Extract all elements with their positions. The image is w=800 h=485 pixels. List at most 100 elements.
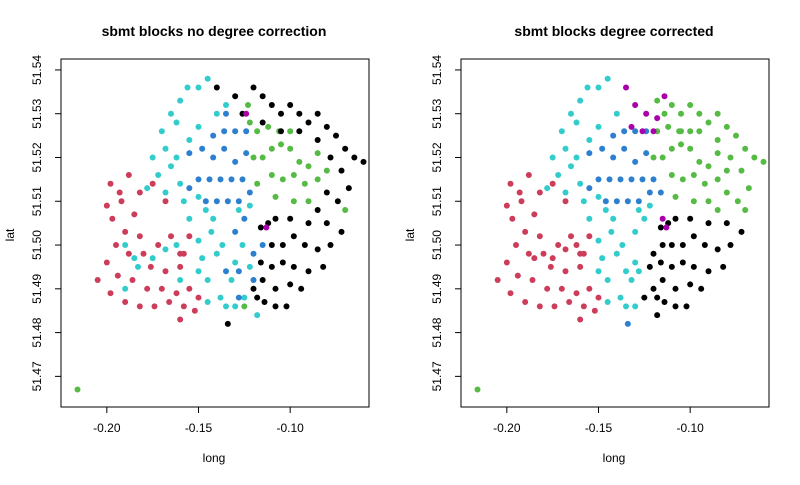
y-tick-label: 51.50	[430, 230, 444, 260]
y-tick-label: 51.48	[430, 317, 444, 347]
data-point-black	[261, 298, 268, 305]
data-point-cyan	[173, 154, 180, 161]
data-point-red	[562, 246, 569, 253]
data-point-red	[149, 180, 156, 187]
data-point-red	[162, 268, 169, 275]
data-point-red	[540, 250, 547, 257]
data-point-red	[129, 277, 136, 284]
data-point-red	[586, 233, 593, 240]
data-point-green	[696, 110, 703, 117]
data-point-magenta	[650, 128, 657, 135]
data-point-black	[301, 242, 308, 249]
data-point-blue	[632, 128, 639, 135]
data-point-red	[509, 215, 516, 222]
data-point-cyan	[623, 303, 629, 310]
data-point-cyan	[223, 101, 229, 108]
data-point-red	[116, 189, 123, 196]
y-tick-label: 51.49	[30, 273, 44, 303]
plot-title: sbmt blocks degree corrected	[514, 23, 713, 39]
y-tick-label: 51.47	[30, 361, 44, 391]
data-point-cyan	[144, 185, 151, 192]
data-point-cyan	[131, 255, 138, 262]
data-point-red	[503, 259, 510, 266]
data-point-black	[272, 285, 279, 292]
data-point-blue	[235, 268, 242, 275]
data-point-blue	[259, 242, 266, 249]
data-point-cyan	[562, 145, 569, 152]
data-point-black	[738, 228, 745, 235]
data-point-cyan	[122, 285, 129, 292]
data-point-cyan	[623, 268, 629, 275]
data-point-cyan	[617, 294, 624, 301]
data-point-cyan	[204, 277, 211, 284]
data-point-green	[687, 101, 694, 108]
data-point-red	[494, 277, 501, 284]
data-point-green	[733, 132, 739, 139]
data-point-blue	[202, 198, 209, 205]
data-point-red	[514, 272, 521, 279]
data-point-black	[646, 263, 653, 270]
data-point-cyan	[177, 277, 184, 284]
data-point-green	[687, 145, 694, 152]
data-point-cyan	[217, 294, 224, 301]
data-point-cyan	[635, 268, 642, 275]
data-point-green	[250, 154, 257, 161]
data-point-red	[168, 233, 174, 240]
data-point-cyan	[613, 110, 620, 117]
data-point-cyan	[184, 84, 191, 91]
data-point-red	[155, 242, 162, 249]
data-point-cyan	[241, 294, 248, 301]
data-point-cyan	[555, 172, 562, 178]
data-point-green	[714, 110, 721, 117]
data-point-cyan	[195, 268, 202, 275]
data-point-black	[334, 198, 341, 205]
data-point-red	[125, 250, 132, 257]
data-point-cyan	[149, 255, 156, 262]
data-point-blue	[586, 150, 593, 157]
data-point-green	[342, 207, 349, 214]
data-point-cyan	[602, 207, 609, 214]
data-point-green	[690, 198, 697, 205]
data-point-red	[536, 303, 543, 310]
data-point-black	[338, 228, 345, 235]
data-point-green	[474, 386, 481, 393]
data-point-green	[245, 101, 251, 108]
data-point-green	[296, 158, 303, 165]
data-point-red	[549, 180, 556, 187]
data-point-blue	[235, 198, 242, 205]
data-point-green	[742, 145, 749, 152]
data-point-cyan	[228, 277, 235, 284]
data-point-red	[577, 316, 584, 323]
data-point-green	[323, 167, 330, 174]
data-point-red	[122, 228, 129, 235]
data-point-blue	[639, 176, 646, 183]
data-point-red	[177, 316, 184, 323]
data-point-green	[668, 145, 675, 152]
data-point-red	[113, 242, 119, 249]
y-axis-label: lat	[403, 228, 417, 241]
data-point-red	[177, 263, 184, 270]
data-point-blue	[606, 176, 613, 183]
y-tick-label: 51.52	[30, 142, 44, 172]
data-point-red	[186, 233, 193, 240]
y-tick-label: 51.54	[30, 55, 44, 85]
data-point-blue	[221, 128, 228, 135]
data-point-blue	[624, 320, 631, 327]
x-tick-label: -0.20	[493, 421, 521, 435]
data-point-green	[665, 123, 672, 130]
data-point-red	[536, 189, 543, 196]
data-point-magenta	[243, 110, 250, 117]
data-point-green	[705, 119, 712, 126]
data-point-red	[525, 250, 532, 257]
data-point-black	[661, 298, 668, 305]
data-point-black	[290, 263, 297, 270]
data-point-black	[654, 294, 661, 301]
data-point-cyan	[162, 145, 169, 152]
data-point-blue	[613, 198, 620, 205]
data-point-cyan	[162, 189, 169, 196]
data-point-black	[224, 320, 231, 327]
data-point-black	[723, 220, 730, 227]
data-point-blue	[232, 128, 239, 135]
data-point-blue	[632, 158, 639, 165]
